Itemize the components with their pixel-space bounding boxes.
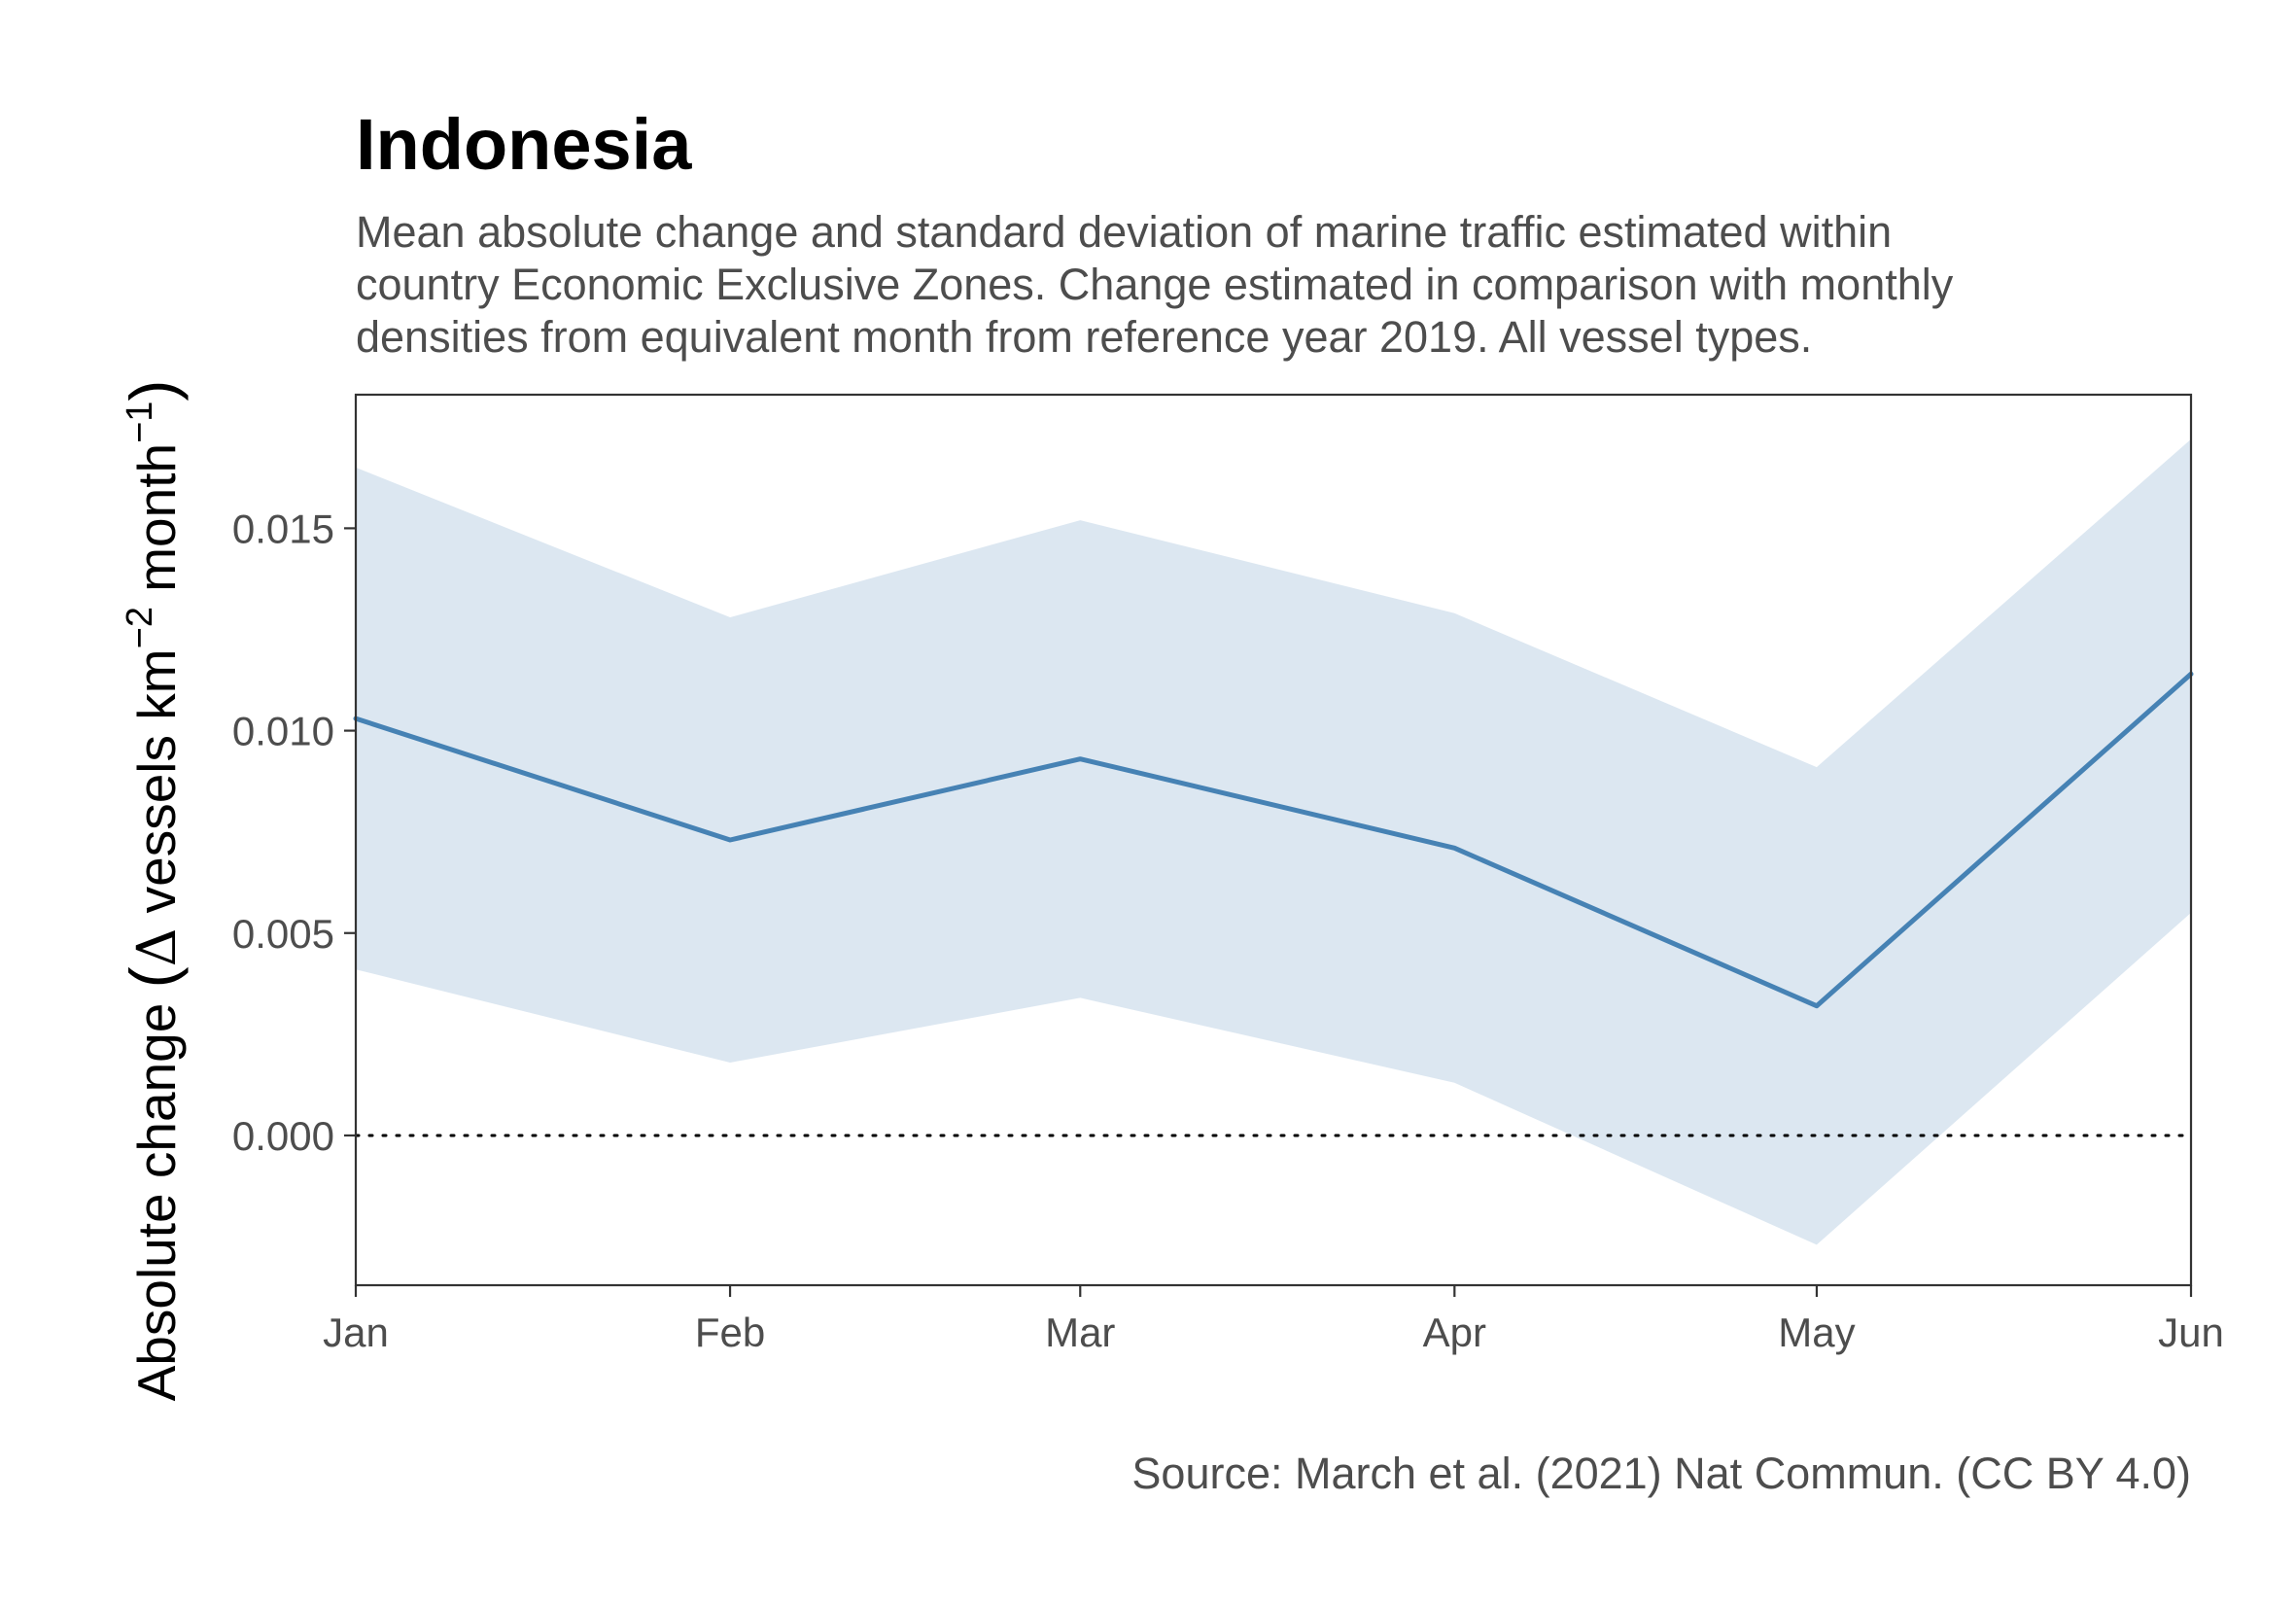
y-tick-label-3: 0.015 bbox=[232, 506, 334, 551]
x-tick-label-jan: Jan bbox=[323, 1310, 389, 1355]
mean-line-0 bbox=[353, 671, 2194, 1009]
x-tick-label-feb: Feb bbox=[695, 1310, 765, 1355]
y-tick-label-1: 0.005 bbox=[232, 911, 334, 957]
x-tick-label-apr: Apr bbox=[1423, 1310, 1486, 1355]
y-tick-label-0: 0.000 bbox=[232, 1113, 334, 1159]
x-tick-label-may: May bbox=[1778, 1310, 1855, 1355]
chart-subtitle-line-1: Mean absolute change and standard deviat… bbox=[356, 207, 1892, 257]
chart-subtitle-line-2: country Economic Exclusive Zones. Change… bbox=[356, 260, 1954, 309]
x-tick-label-mar: Mar bbox=[1045, 1310, 1115, 1355]
chart-caption: Source: March et al. (2021) Nat Commun. … bbox=[1131, 1449, 2191, 1498]
y-axis-title: Absolute change (Δ vessels km−2 month−1) bbox=[117, 380, 189, 1402]
plot-panel-border bbox=[354, 393, 2193, 1287]
sd-ribbon-0 bbox=[356, 438, 2191, 1245]
chart-subtitle-line-3: densities from equivalent month from ref… bbox=[356, 312, 1812, 362]
x-tick-label-jun: Jun bbox=[2158, 1310, 2224, 1355]
chart-title: Indonesia bbox=[356, 104, 692, 185]
plot-area: 0.000 0.005 0.010 0.015 Jan Feb Mar Apr May Jun bbox=[232, 393, 2224, 1355]
y-tick-label-2: 0.010 bbox=[232, 709, 334, 754]
